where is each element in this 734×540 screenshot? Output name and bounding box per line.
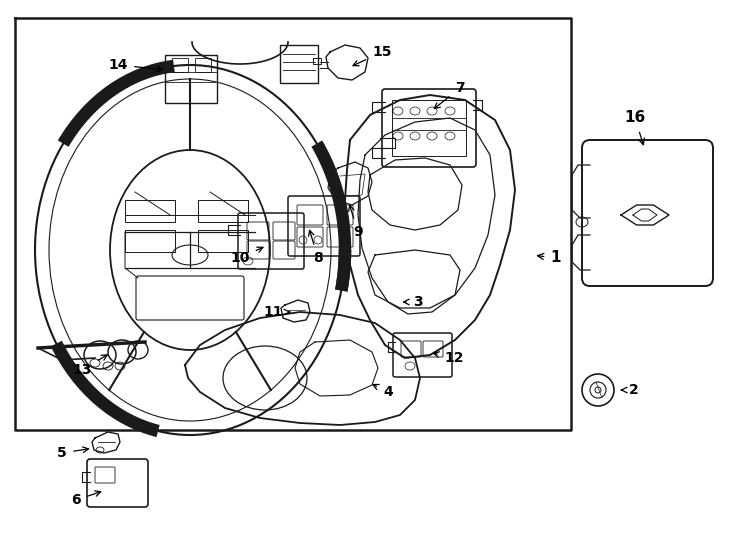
Text: 14: 14 xyxy=(108,58,162,72)
Text: 1: 1 xyxy=(537,251,562,266)
Text: 6: 6 xyxy=(71,491,101,507)
Text: 11: 11 xyxy=(264,305,290,319)
Text: 3: 3 xyxy=(404,295,423,309)
Text: 4: 4 xyxy=(373,384,393,399)
Text: 9: 9 xyxy=(349,205,363,239)
Text: 13: 13 xyxy=(73,355,107,377)
Text: 2: 2 xyxy=(622,383,639,397)
Text: 16: 16 xyxy=(625,111,646,145)
Text: 8: 8 xyxy=(308,231,323,265)
Text: 15: 15 xyxy=(353,45,392,66)
Text: 10: 10 xyxy=(230,247,263,265)
Text: 7: 7 xyxy=(435,81,465,109)
Text: 5: 5 xyxy=(57,446,89,460)
Text: 12: 12 xyxy=(433,351,464,365)
